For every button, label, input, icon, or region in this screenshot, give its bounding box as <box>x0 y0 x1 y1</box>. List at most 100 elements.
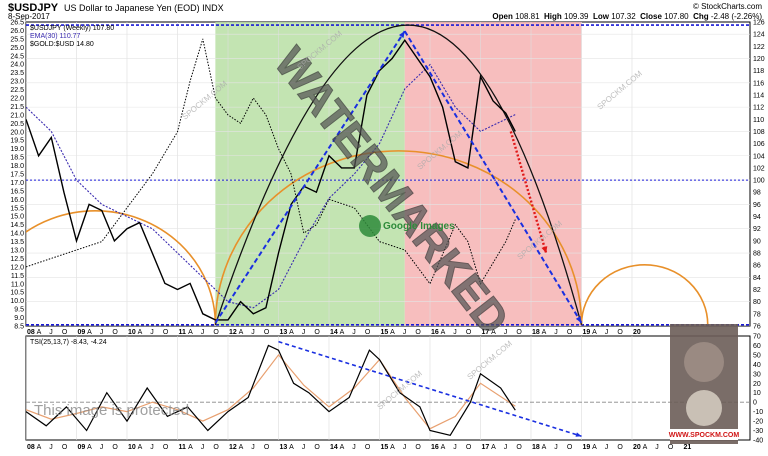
price-right-tick: 104 <box>753 153 765 160</box>
price-left-tick: 13.5 <box>10 239 24 246</box>
price-right-tick: 84 <box>753 275 761 282</box>
ind-x-month: A <box>542 444 547 451</box>
portrait-lower-shape <box>686 390 722 426</box>
price-x-month: A <box>340 329 345 336</box>
price-left-tick: 14.5 <box>10 222 24 229</box>
price-left-tick: 18.0 <box>10 163 24 170</box>
price-x-year: 11 <box>179 329 187 336</box>
price-left-tick: 13.0 <box>10 248 24 255</box>
price-x-month: O <box>617 329 623 336</box>
ind-legend-item: TSI(25,13,7) -8.43, -4.24 <box>30 339 107 346</box>
price-x-month: A <box>87 329 92 336</box>
price-left-tick: 9.5 <box>14 307 24 314</box>
price-x-month: O <box>365 329 371 336</box>
price-right-tick: 94 <box>753 214 761 221</box>
gold-usd-line <box>26 38 516 286</box>
ind-right-tick: 10 <box>753 390 761 397</box>
ind-right-tick: -20 <box>753 419 763 426</box>
price-right-tick: 116 <box>753 80 764 87</box>
price-left-tick: 12.5 <box>10 256 24 263</box>
price-x-month: J <box>554 329 558 336</box>
price-left-tick: 24.5 <box>10 53 24 60</box>
orange-arc-2 <box>580 264 709 325</box>
price-left-tick: 22.5 <box>10 87 24 94</box>
ind-x-month: O <box>62 444 68 451</box>
ind-x-month: O <box>466 444 472 451</box>
ind-blue-arrow-head <box>575 432 582 437</box>
ind-x-month: J <box>554 444 558 451</box>
indicator-plot-area <box>26 336 750 440</box>
price-x-month: A <box>37 329 42 336</box>
chart-source: © StockCharts.com <box>692 2 762 11</box>
price-x-month: J <box>201 329 205 336</box>
price-x-year: 14 <box>330 329 338 336</box>
price-x-month: J <box>504 329 508 336</box>
logo-icon <box>359 215 381 237</box>
price-left-tick: 26.5 <box>10 20 24 27</box>
price-right-tick: 102 <box>753 165 765 172</box>
ind-x-year: 17 <box>482 444 490 451</box>
logo-text: Google Images <box>383 221 455 232</box>
price-right-tick: 126 <box>753 20 765 27</box>
price-x-year: 17 <box>482 329 490 336</box>
ind-x-month: A <box>441 444 446 451</box>
price-right-tick: 124 <box>753 32 765 39</box>
price-right-tick: 108 <box>753 129 765 136</box>
ind-x-month: O <box>264 444 270 451</box>
price-left-tick: 11.0 <box>11 281 24 288</box>
price-left-tick: 17.5 <box>10 172 24 179</box>
ind-x-year: 11 <box>179 444 187 451</box>
blue-arrow-0 <box>214 30 406 324</box>
price-left-tick: 10.0 <box>10 298 24 305</box>
price-x-year: 12 <box>229 329 237 336</box>
ind-x-year: 08 <box>27 444 35 451</box>
price-x-year: 18 <box>532 329 540 336</box>
price-left-tick: 18.5 <box>10 155 24 162</box>
price-panel: 76 78 80 82 84 86 88 90 92 94 96 98 100 102 104 106 108 1… <box>10 20 765 337</box>
price-right-tick: 78 <box>753 311 761 318</box>
site-badge-bg <box>670 429 738 440</box>
price-right-tick: 82 <box>753 287 761 294</box>
price-right-tick: 96 <box>753 202 761 209</box>
price-x-month: J <box>302 329 306 336</box>
price-right-tick: 100 <box>753 178 765 185</box>
price-right-tick: 90 <box>753 238 761 245</box>
ind-blue-arrow <box>278 340 582 437</box>
ind-x-month: J <box>100 444 104 451</box>
ema30-line <box>26 63 516 309</box>
ind-x-month: J <box>302 444 306 451</box>
price-left-tick: 15.0 <box>10 214 24 221</box>
price-plot-area <box>26 22 750 326</box>
ind-x-month: J <box>201 444 205 451</box>
price-right-tick: 106 <box>753 141 765 148</box>
price-x-month: J <box>150 329 154 336</box>
price-x-month: A <box>592 329 597 336</box>
blue-arrow-head-0 <box>398 31 405 39</box>
ind-x-month: J <box>150 444 154 451</box>
price-legend-item: $GOLD:$USD 14.80 <box>30 41 94 48</box>
price-x-month: J <box>403 329 407 336</box>
price-x-month: A <box>289 329 294 336</box>
price-left-tick: 25.5 <box>10 36 24 43</box>
ind-x-month: O <box>567 444 573 451</box>
ind-right-tick: -40 <box>753 438 763 445</box>
ind-x-year: 12 <box>229 444 237 451</box>
chart-date: 8-Sep-2017 <box>8 12 50 21</box>
price-right-tick: 112 <box>753 105 764 112</box>
ind-x-month: A <box>239 444 244 451</box>
price-x-month: J <box>352 329 356 336</box>
ind-x-month: O <box>213 444 219 451</box>
price-left-tick: 20.0 <box>10 129 24 136</box>
ind-x-year: 13 <box>280 444 288 451</box>
price-left-tick: 21.5 <box>10 104 24 111</box>
price-left-tick: 16.0 <box>10 197 24 204</box>
price-x-year: 19 <box>583 329 591 336</box>
price-left-tick: 19.0 <box>10 146 24 153</box>
price-x-month: A <box>188 329 193 336</box>
price-x-month: O <box>516 329 522 336</box>
price-right-tick: 92 <box>753 226 761 233</box>
ind-x-month: O <box>314 444 320 451</box>
price-x-month: A <box>441 329 446 336</box>
ind-x-month: O <box>112 444 118 451</box>
ind-right-tick: 20 <box>753 381 761 388</box>
